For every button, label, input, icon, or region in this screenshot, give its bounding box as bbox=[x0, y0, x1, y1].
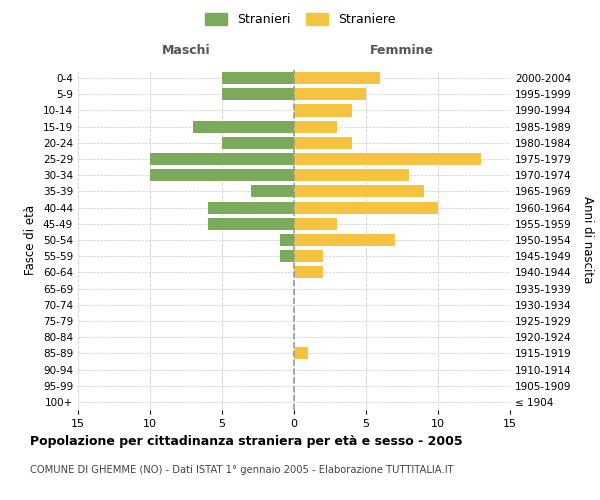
Bar bbox=[251, 186, 294, 198]
Bar bbox=[294, 234, 395, 246]
Bar bbox=[294, 120, 337, 132]
Y-axis label: Anni di nascita: Anni di nascita bbox=[581, 196, 594, 284]
Bar bbox=[294, 169, 409, 181]
Bar bbox=[294, 104, 352, 117]
Bar bbox=[222, 88, 294, 101]
Text: Popolazione per cittadinanza straniera per età e sesso - 2005: Popolazione per cittadinanza straniera p… bbox=[30, 435, 463, 448]
Y-axis label: Fasce di età: Fasce di età bbox=[25, 205, 37, 275]
Bar bbox=[208, 202, 294, 213]
Bar bbox=[280, 250, 294, 262]
Text: Femmine: Femmine bbox=[370, 44, 434, 58]
Bar bbox=[208, 218, 294, 230]
Bar bbox=[294, 202, 438, 213]
Bar bbox=[280, 234, 294, 246]
Bar bbox=[294, 137, 352, 149]
Legend: Stranieri, Straniere: Stranieri, Straniere bbox=[201, 8, 399, 30]
Text: COMUNE DI GHEMME (NO) - Dati ISTAT 1° gennaio 2005 - Elaborazione TUTTITALIA.IT: COMUNE DI GHEMME (NO) - Dati ISTAT 1° ge… bbox=[30, 465, 454, 475]
Bar bbox=[294, 186, 424, 198]
Bar bbox=[294, 266, 323, 278]
Bar bbox=[294, 348, 308, 360]
Bar bbox=[294, 250, 323, 262]
Bar bbox=[294, 153, 481, 165]
Bar bbox=[150, 169, 294, 181]
Text: Maschi: Maschi bbox=[161, 44, 211, 58]
Bar bbox=[222, 72, 294, 84]
Bar bbox=[150, 153, 294, 165]
Bar bbox=[294, 72, 380, 84]
Bar bbox=[294, 88, 366, 101]
Bar bbox=[222, 137, 294, 149]
Bar bbox=[294, 218, 337, 230]
Bar bbox=[193, 120, 294, 132]
